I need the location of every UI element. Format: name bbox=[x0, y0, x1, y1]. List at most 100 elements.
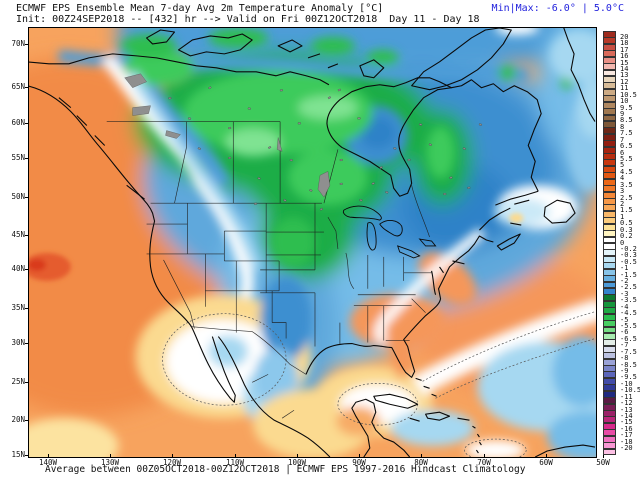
colorbar-tick-label: -10.5 bbox=[620, 386, 640, 395]
lake-speckle bbox=[319, 207, 324, 211]
colorbar-segment bbox=[603, 198, 616, 205]
colorbar-tick-label: -10 bbox=[620, 379, 633, 388]
lon-tick bbox=[546, 454, 547, 458]
minmax-readout: Min|Max: -6.0° | 5.0°C bbox=[491, 3, 624, 14]
colorbar-tick-label: -7.5 bbox=[620, 347, 637, 356]
lat-tick bbox=[25, 87, 29, 88]
anomaly-field-map bbox=[29, 28, 596, 457]
lake-speckle bbox=[257, 177, 261, 180]
colorbar-tick-label: -2 bbox=[620, 277, 629, 286]
lake-speckle bbox=[337, 88, 341, 92]
lake-speckle bbox=[371, 182, 375, 185]
lon-label: 60W bbox=[539, 458, 553, 467]
colorbar-tick-label: 9.5 bbox=[620, 103, 633, 112]
colorbar-tick-label: -15 bbox=[620, 418, 633, 427]
colorbar-tick-label: 12 bbox=[620, 77, 629, 86]
colorbar-tick-label: 10.5 bbox=[620, 90, 637, 99]
lon-label: 120W bbox=[162, 458, 182, 467]
colorbar-tick-label: 14 bbox=[620, 65, 629, 74]
field-fine-blobs bbox=[29, 213, 524, 281]
colorbar-tick-label: 7.5 bbox=[620, 129, 633, 138]
lake-speckle bbox=[467, 186, 471, 189]
lon-label: 140W bbox=[38, 458, 58, 467]
lake-speckle bbox=[379, 166, 383, 169]
lake-speckle bbox=[168, 97, 172, 100]
lat-tick bbox=[25, 382, 29, 383]
page-title: ECMWF EPS Ensemble Mean 7-day Avg 2m Tem… bbox=[16, 3, 384, 14]
colorbar-tick-label: 11 bbox=[620, 84, 629, 93]
colorbar-tick-label: -8.5 bbox=[620, 360, 637, 369]
lat-label: 35N bbox=[11, 303, 25, 312]
colorbar-tick-label: 1.5 bbox=[620, 206, 633, 215]
colorbar-tick-label: 17 bbox=[620, 45, 629, 54]
colorbar-tick-label: -17 bbox=[620, 431, 633, 440]
colorbar-tick-label: 5.5 bbox=[620, 154, 633, 163]
lon-tick bbox=[48, 454, 49, 458]
colorbar-tick-label: -1.5 bbox=[620, 270, 637, 279]
colorbar-segment bbox=[603, 153, 616, 160]
lon-tick bbox=[235, 454, 236, 458]
colorbar-segment bbox=[603, 114, 616, 122]
colorbar-tick-label: -5.5 bbox=[620, 322, 637, 330]
colorbar-tick-label: -6.5 bbox=[620, 334, 637, 343]
lake-speckle bbox=[228, 126, 232, 130]
colorbar-segment bbox=[603, 410, 616, 417]
colorbar-tick-label: 3 bbox=[620, 187, 625, 196]
colorbar-segment bbox=[603, 69, 616, 77]
colorbar-tick-label: -13 bbox=[620, 405, 633, 414]
colorbar-tick-label: 16 bbox=[620, 52, 629, 61]
lake-speckle bbox=[289, 159, 293, 162]
colorbar-tick-label: -7 bbox=[620, 341, 629, 350]
lat-tick bbox=[25, 197, 29, 198]
lake-speckle bbox=[188, 117, 192, 120]
colorbar-tick-label: 0.2 bbox=[620, 232, 633, 241]
lake-speckle bbox=[393, 147, 397, 150]
footer-caption: Average between 00Z05OCT2018-00Z12OCT201… bbox=[45, 464, 526, 475]
colorbar-tick-label: 8.5 bbox=[620, 116, 633, 125]
lat-label: 65N bbox=[11, 82, 25, 91]
lon-tick bbox=[359, 454, 360, 458]
colorbar-tick-label: -3 bbox=[620, 289, 629, 298]
map-canvas bbox=[28, 27, 597, 458]
lon-label: 130W bbox=[100, 458, 120, 467]
coastlines bbox=[29, 28, 596, 457]
lat-label: 25N bbox=[11, 377, 25, 386]
lake-speckle bbox=[449, 176, 453, 179]
lon-tick bbox=[172, 454, 173, 458]
colorbar-tick-label: 9 bbox=[620, 110, 625, 118]
colorbar-tick-label: 2 bbox=[620, 199, 625, 208]
colorbar-tick-label: 6.5 bbox=[620, 142, 633, 151]
lake-speckle bbox=[309, 189, 313, 192]
colorbar-tick-label: -0.2 bbox=[620, 244, 637, 253]
lon-label: 90W bbox=[352, 458, 366, 467]
lon-label: 80W bbox=[414, 458, 428, 467]
lake-speckle bbox=[279, 89, 283, 92]
lat-tick bbox=[25, 308, 29, 309]
lon-label: 50W bbox=[596, 458, 610, 467]
lon-label: 70W bbox=[477, 458, 491, 467]
lat-label: 60N bbox=[11, 118, 25, 127]
lake-speckle bbox=[327, 96, 332, 100]
lake-speckle bbox=[385, 191, 389, 194]
lake-speckle bbox=[407, 158, 411, 162]
lat-label: 55N bbox=[11, 153, 25, 162]
lat-tick bbox=[25, 343, 29, 344]
lake-speckle bbox=[267, 145, 272, 149]
colorbar-tick-label: -1 bbox=[620, 264, 629, 273]
colorbar-segment bbox=[603, 236, 616, 244]
lake-speckle bbox=[428, 143, 433, 147]
lat-tick bbox=[25, 123, 29, 124]
lake-speckle bbox=[443, 193, 447, 195]
page-subtitle: Init: 00Z24SEP2018 -- [432] hr --> Valid… bbox=[16, 14, 480, 25]
lake-speckle bbox=[254, 202, 258, 205]
colorbar-tick-label: 0.3 bbox=[620, 225, 633, 234]
colorbar-tick-label: 4 bbox=[620, 174, 625, 183]
colorbar-tick-label: -0.5 bbox=[620, 257, 637, 266]
lon-tick bbox=[110, 454, 111, 458]
colorbar-tick-label: 1 bbox=[620, 212, 625, 221]
colorbar-tick-label: 2.5 bbox=[620, 193, 633, 202]
lat-label: 20N bbox=[11, 415, 25, 424]
lake-speckle bbox=[357, 117, 361, 120]
lon-tick bbox=[484, 454, 485, 458]
lon-label: 100W bbox=[287, 458, 307, 467]
